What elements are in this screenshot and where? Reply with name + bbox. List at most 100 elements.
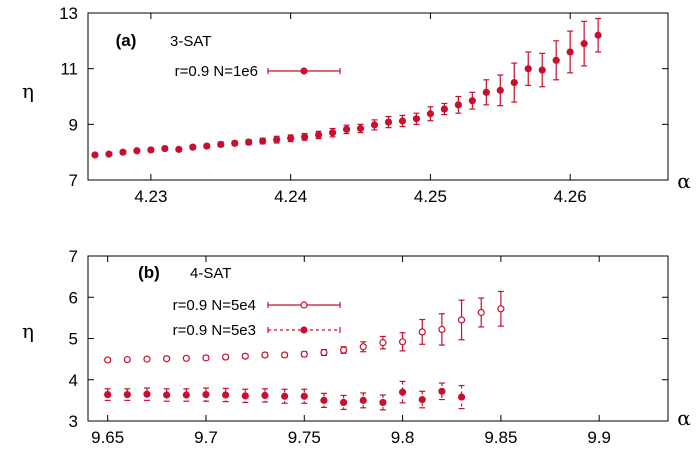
- legend-marker: [300, 67, 308, 75]
- data-point: [133, 147, 141, 155]
- data-point: [426, 110, 435, 118]
- y-tick-label: 9: [69, 115, 78, 134]
- data-point: [320, 348, 328, 357]
- x-tick-label: 9.75: [288, 428, 321, 447]
- data-point: [222, 353, 230, 361]
- data-point: [287, 134, 295, 142]
- data-point: [281, 392, 289, 400]
- y-tick-label: 7: [69, 171, 78, 190]
- y-tick-label: 13: [59, 4, 78, 23]
- data-point: [496, 86, 504, 94]
- x-tick-label: 4.24: [274, 187, 307, 206]
- panel-title: 4-SAT: [190, 265, 231, 282]
- data-point: [510, 78, 518, 87]
- series-1-0: [104, 290, 505, 364]
- legend-label: r=0.9 N=1e6: [175, 63, 258, 80]
- panel-label: (a): [116, 31, 137, 50]
- data-point: [412, 115, 421, 123]
- data-point: [359, 396, 367, 404]
- data-point: [468, 97, 476, 105]
- data-point: [202, 391, 210, 399]
- data-point: [398, 388, 407, 396]
- data-point: [231, 139, 239, 147]
- data-point: [261, 351, 269, 359]
- data-point: [398, 117, 407, 125]
- data-point: [477, 308, 485, 317]
- x-tick-label: 4.25: [414, 187, 447, 206]
- data-point: [161, 144, 169, 153]
- data-point: [301, 133, 309, 141]
- data-point: [342, 125, 351, 133]
- data-point: [438, 387, 446, 395]
- data-point: [315, 131, 323, 139]
- data-point: [482, 88, 490, 96]
- data-point: [261, 391, 269, 400]
- data-point: [552, 56, 560, 64]
- data-point: [594, 31, 602, 39]
- x-tick-label: 9.65: [91, 428, 124, 447]
- x-tick-label: 4.26: [554, 187, 587, 206]
- data-point: [217, 140, 225, 148]
- data-point: [189, 143, 197, 151]
- data-point: [356, 124, 365, 133]
- x-tick-label: 9.7: [194, 428, 218, 447]
- series-0-0: [91, 17, 602, 159]
- data-point: [273, 136, 281, 144]
- x-axis-label: α: [677, 406, 691, 430]
- data-point: [438, 325, 446, 334]
- data-point: [497, 305, 505, 313]
- plot-frame: [87, 12, 669, 181]
- data-point: [143, 355, 151, 363]
- data-point: [359, 343, 367, 351]
- legend-label: r=0.9 N=5e3: [173, 322, 256, 339]
- data-point: [182, 391, 190, 399]
- data-point: [202, 354, 210, 362]
- panel-label: (b): [138, 263, 160, 282]
- data-point: [418, 395, 426, 404]
- panel-title: 3-SAT: [170, 33, 211, 50]
- legend-marker: [300, 326, 308, 334]
- y-tick-label: 3: [69, 412, 78, 431]
- data-point: [104, 391, 112, 399]
- data-point: [328, 129, 337, 137]
- data-point: [370, 121, 379, 129]
- data-point: [123, 391, 131, 399]
- series-1-1: [104, 380, 466, 411]
- data-point: [398, 338, 407, 346]
- data-point: [119, 148, 127, 156]
- data-point: [259, 137, 267, 145]
- data-point: [123, 355, 131, 364]
- y-axis-label: η: [22, 319, 34, 343]
- data-point: [245, 138, 253, 146]
- y-tick-label: 5: [69, 330, 78, 349]
- data-point: [241, 352, 249, 360]
- data-point: [566, 48, 574, 56]
- data-point: [384, 118, 393, 126]
- data-point: [440, 105, 448, 113]
- data-point: [538, 66, 546, 74]
- y-tick-label: 11: [60, 60, 78, 79]
- data-point: [457, 393, 466, 401]
- data-point: [580, 40, 588, 48]
- legend-label: r=0.9 N=5e4: [173, 297, 256, 314]
- data-point: [320, 396, 328, 404]
- data-point: [300, 350, 308, 358]
- legend-marker: [300, 301, 308, 309]
- data-point: [300, 392, 308, 400]
- data-point: [163, 355, 171, 363]
- y-axis-label: η: [22, 79, 34, 103]
- data-point: [418, 328, 426, 336]
- data-point: [241, 392, 249, 400]
- data-point: [379, 339, 387, 347]
- data-point: [457, 316, 466, 324]
- data-point: [454, 101, 462, 109]
- data-point: [143, 390, 151, 398]
- y-tick-label: 4: [69, 371, 78, 390]
- x-tick-label: 4.23: [134, 187, 167, 206]
- data-point: [175, 145, 183, 153]
- data-point: [147, 146, 155, 154]
- data-point: [163, 391, 171, 399]
- data-point: [339, 346, 348, 354]
- x-axis-label: α: [677, 169, 691, 193]
